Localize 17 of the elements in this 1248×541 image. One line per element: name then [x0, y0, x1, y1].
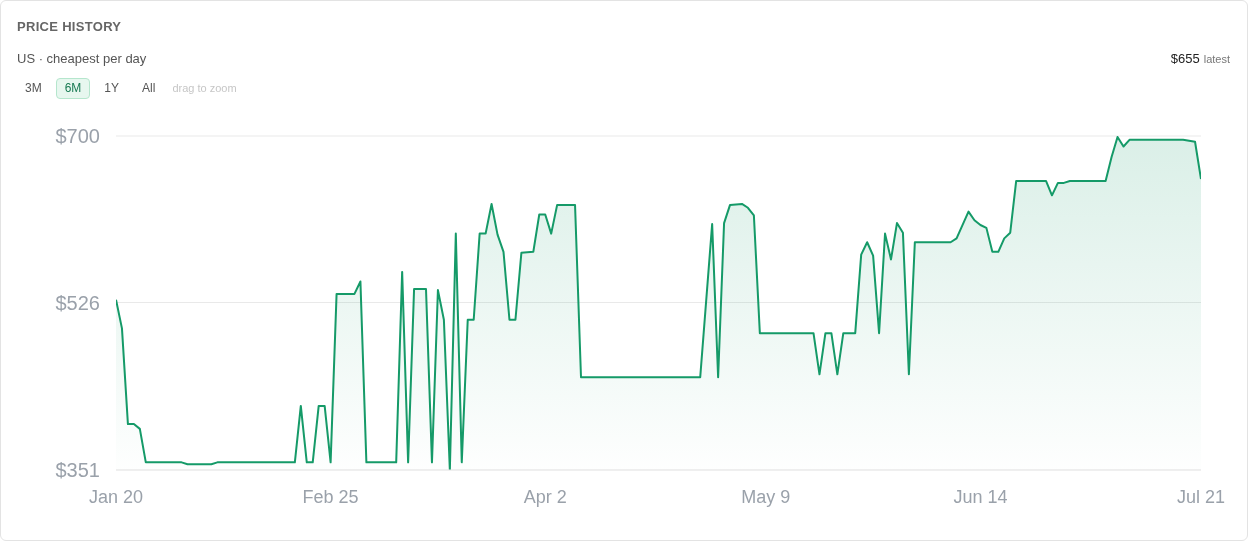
- x-tick-label: Jul 21: [1176, 486, 1226, 507]
- range-button: 6M: [55, 78, 91, 99]
- text: 1Y: [104, 81, 120, 95]
- x-tick-label: Apr 2: [523, 486, 567, 507]
- text: All: [142, 81, 156, 95]
- x-tick-label: Jun 14: [953, 486, 1008, 507]
- x-tick-label: Feb 25: [302, 486, 359, 507]
- y-tick-label: $351: [55, 459, 100, 482]
- x-tick-label: May 9: [741, 486, 791, 507]
- chart-title: PRICE HISTORY: [17, 19, 122, 34]
- y-tick-label: $526: [55, 291, 100, 314]
- chart-subtitle: US · cheapest per day: [17, 51, 147, 66]
- x-tick-label: Jan 20: [88, 486, 144, 507]
- text: $655: [1170, 51, 1200, 66]
- y-tick-label: $700: [55, 125, 100, 148]
- text: 3M: [25, 81, 42, 95]
- text: latest: [1203, 53, 1230, 65]
